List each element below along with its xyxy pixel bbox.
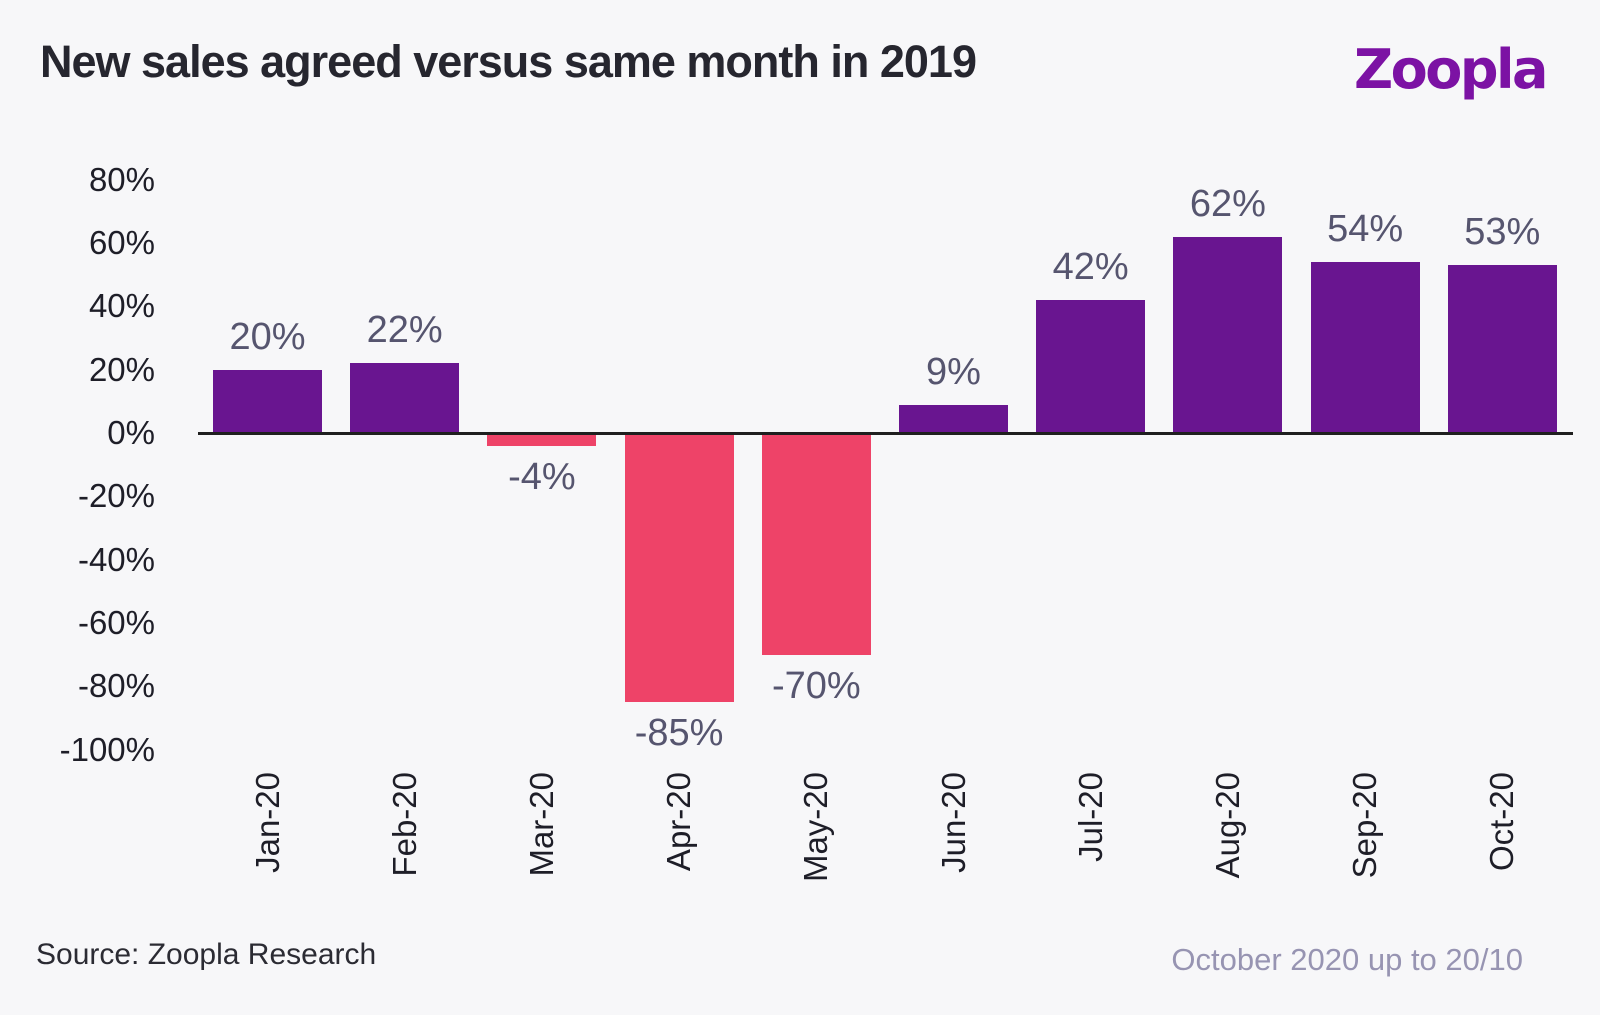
y-tick-label: -20%: [77, 477, 155, 515]
zero-axis-line: [198, 431, 1573, 435]
chart-title: New sales agreed versus same month in 20…: [40, 36, 977, 87]
y-tick-label: 20%: [88, 350, 155, 388]
x-tick-label: Oct-20: [1483, 772, 1521, 872]
value-label: -4%: [508, 455, 576, 498]
x-tick-label: Jun-20: [934, 772, 972, 873]
bar-oct-20: [1447, 265, 1557, 433]
bar-feb-20: [350, 363, 460, 433]
x-tick-label: May-20: [797, 772, 835, 883]
x-tick-label: Mar-20: [522, 772, 560, 877]
x-tick-label: Aug-20: [1208, 772, 1246, 879]
bar-aug-20: [1173, 236, 1283, 433]
source-note: Source: Zoopla Research: [36, 938, 377, 971]
zoopla-logo: Zoopla: [1354, 38, 1548, 101]
y-tick-label: 80%: [88, 160, 155, 198]
value-label: -85%: [634, 712, 724, 755]
bar-sep-20: [1310, 262, 1420, 433]
value-label: 9%: [926, 350, 981, 393]
x-tick-label: Sep-20: [1346, 772, 1384, 879]
bar-jan-20: [213, 369, 322, 433]
bar-may-20: [761, 433, 871, 655]
x-axis-labels: Jan-20 Feb-20 Mar-20 Apr-20 May-20 Jun-20 Jul-…: [198, 772, 1573, 950]
bar-chart: 80% 60% 40% 20% 0% -20% -40% -60% -80% -100% 20% 2…: [0, 150, 1600, 950]
plot-area: 20% 22% -4% -85% -70% 9% 42% 62% 54% 53%: [198, 150, 1573, 754]
bar-apr-20: [624, 433, 734, 703]
bar-mar-20: [487, 433, 597, 446]
value-label: 62%: [1189, 182, 1266, 225]
x-tick-label: Jan-20: [248, 772, 286, 873]
period-note: October 2020 up to 20/10: [1171, 942, 1523, 977]
value-label: 22%: [366, 309, 443, 352]
y-tick-label: -40%: [77, 540, 155, 578]
y-tick-label: 40%: [88, 287, 155, 325]
y-tick-label: 60%: [88, 224, 155, 262]
value-label: 54%: [1327, 208, 1404, 251]
bar-jun-20: [899, 404, 1008, 433]
y-tick-label: -100%: [59, 730, 155, 768]
x-tick-label: Jul-20: [1071, 772, 1109, 862]
y-tick-label: 0%: [107, 414, 155, 451]
value-label: 20%: [229, 315, 306, 358]
x-tick-label: Apr-20: [660, 772, 698, 872]
value-label: -70%: [771, 664, 861, 707]
y-axis-tick-labels: 80% 60% 40% 20% 0% -20% -40% -60% -80% -100%: [0, 150, 155, 768]
y-tick-label: -60%: [77, 603, 155, 641]
y-tick-label: -80%: [77, 667, 155, 705]
value-label: 53%: [1464, 211, 1541, 254]
value-label: 42%: [1052, 246, 1129, 289]
x-tick-label: Feb-20: [385, 772, 423, 877]
bar-jul-20: [1036, 300, 1146, 433]
